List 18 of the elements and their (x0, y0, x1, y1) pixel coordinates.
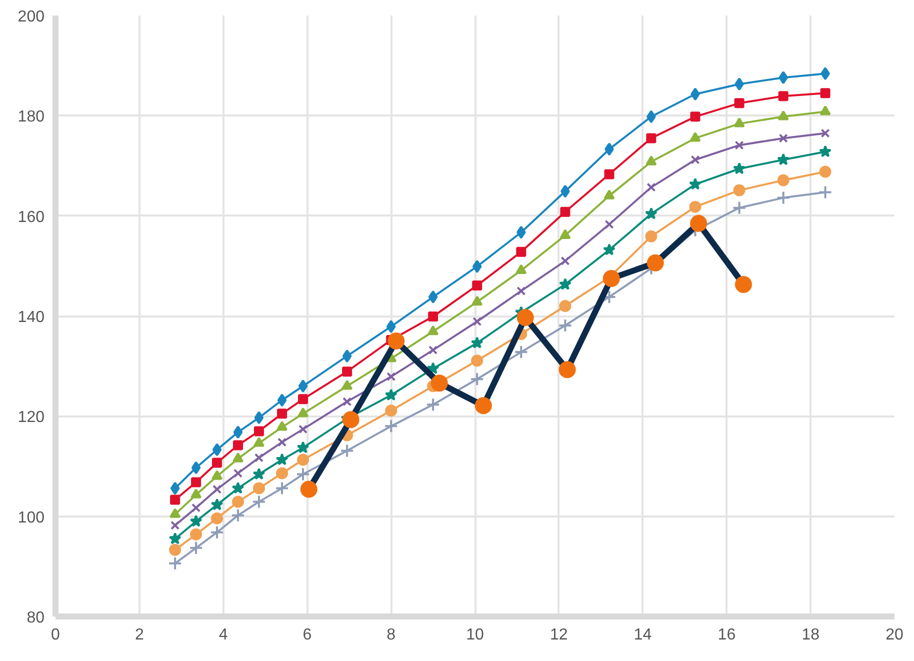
y-tick-label: 80 (26, 610, 45, 626)
x-tick-label: 14 (634, 626, 652, 644)
y-tick-label: 140 (18, 309, 45, 326)
y-tick-label: 100 (18, 509, 45, 526)
y-tick-label: 200 (18, 8, 45, 26)
x-tick-label: 4 (218, 626, 228, 644)
x-tick-label: 6 (302, 626, 312, 644)
x-tick-label: 16 (718, 626, 736, 644)
x-tick-label: 8 (386, 626, 396, 644)
x-tick-label: 20 (886, 626, 904, 644)
y-tick-label: 180 (18, 108, 45, 126)
x-tick-label: 18 (802, 626, 820, 644)
x-tick-label: 12 (550, 626, 568, 644)
x-tick-label: 0 (51, 626, 60, 644)
x-tick-label: 10 (466, 626, 484, 644)
y-tick-label: 160 (18, 208, 45, 226)
x-tick-label: 2 (134, 626, 144, 644)
y-tick-label: 120 (18, 409, 45, 426)
